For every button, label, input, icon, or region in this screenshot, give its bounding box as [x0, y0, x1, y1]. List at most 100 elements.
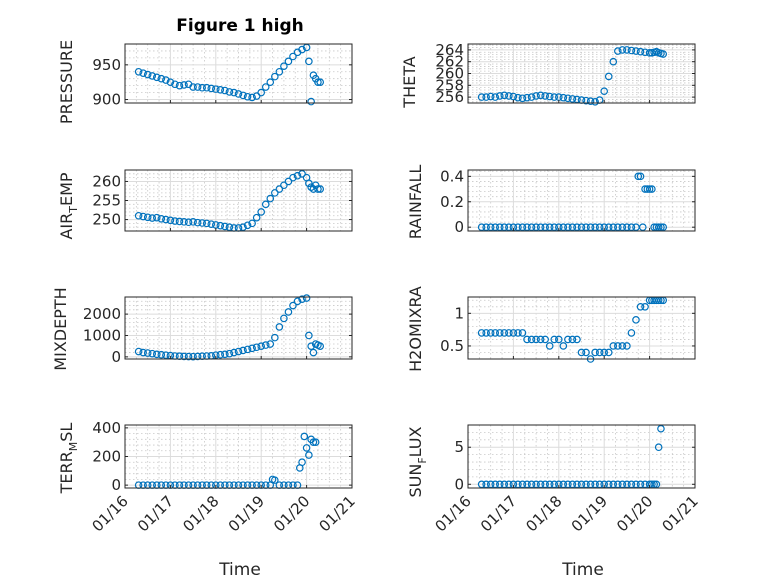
data-point — [495, 92, 504, 100]
series-mixdepth — [134, 294, 325, 361]
data-point — [257, 342, 266, 350]
data-point — [216, 350, 225, 359]
data-point — [239, 223, 247, 231]
data-point — [582, 348, 590, 357]
y-tick-label: 1 — [454, 304, 464, 322]
y-axis-label-air-temp: AIRTEMP — [57, 172, 80, 239]
data-point — [491, 223, 500, 231]
data-point — [636, 47, 645, 56]
y-tick-label: 0 — [111, 348, 121, 366]
data-point — [266, 78, 275, 86]
data-point — [532, 92, 540, 100]
data-point — [152, 73, 161, 82]
data-point — [243, 345, 252, 354]
data-point — [527, 223, 536, 231]
axes-frame — [467, 169, 696, 232]
data-point — [627, 480, 636, 489]
data-point — [568, 335, 577, 344]
data-point — [280, 181, 288, 190]
data-point — [148, 214, 157, 222]
data-point — [307, 183, 315, 191]
data-point — [189, 352, 197, 361]
data-point — [162, 215, 170, 224]
y-tick-label: 0.2 — [440, 193, 464, 211]
data-point — [134, 347, 143, 356]
data-point — [257, 208, 266, 216]
data-point — [550, 335, 559, 344]
data-point — [577, 223, 586, 231]
y-tick-label: 1000 — [83, 326, 121, 344]
y-axis-label-terr-msl: TERRMSL — [57, 423, 80, 495]
data-point — [230, 348, 238, 357]
data-point — [193, 352, 202, 361]
data-point — [550, 93, 559, 101]
data-point — [202, 219, 211, 228]
data-point — [591, 98, 599, 106]
data-point — [577, 348, 586, 357]
data-point — [271, 72, 279, 81]
data-point — [305, 451, 313, 459]
data-point — [573, 335, 581, 344]
data-point — [518, 94, 527, 103]
data-point — [298, 45, 306, 54]
y-tick-label: 2000 — [83, 305, 121, 323]
data-point — [152, 350, 161, 359]
y-axis-label-rainfall: RAINFALL — [406, 165, 425, 240]
data-point — [559, 342, 568, 350]
y-tick-label: 0 — [454, 475, 464, 493]
data-point — [645, 185, 654, 193]
data-point — [311, 438, 320, 446]
data-point — [305, 57, 313, 66]
data-point — [586, 223, 595, 231]
data-point — [627, 46, 636, 55]
data-point — [314, 185, 322, 193]
data-point — [271, 476, 279, 484]
data-point — [486, 223, 495, 231]
data-point — [523, 223, 531, 231]
data-point — [591, 223, 599, 231]
data-point — [261, 83, 270, 91]
data-point — [505, 223, 513, 231]
data-point — [554, 335, 563, 344]
data-point — [495, 329, 504, 337]
data-point — [505, 92, 513, 100]
data-point — [523, 480, 531, 489]
data-point — [545, 92, 554, 101]
data-point — [659, 223, 668, 231]
y-axis-label-theta: THETA — [400, 56, 419, 108]
data-point — [541, 223, 549, 231]
data-point — [193, 83, 202, 91]
data-point — [284, 308, 293, 316]
data-point — [289, 173, 297, 182]
data-point — [652, 480, 661, 489]
data-point — [171, 217, 179, 225]
data-point — [302, 294, 311, 302]
data-point — [600, 348, 609, 357]
data-point — [550, 223, 559, 231]
data-point — [477, 480, 486, 489]
data-point — [477, 223, 486, 231]
data-point — [591, 480, 599, 489]
data-point — [609, 57, 618, 66]
data-point — [518, 329, 527, 337]
data-point — [275, 67, 284, 76]
data-point — [284, 57, 293, 66]
axes-rainfall: RAINFALL 0 0.2 0.4 — [406, 165, 696, 240]
data-point — [636, 172, 645, 181]
data-point — [157, 215, 166, 223]
data-point — [568, 480, 577, 489]
data-point — [514, 223, 522, 231]
axes-frame — [467, 424, 696, 489]
data-point — [216, 86, 225, 94]
data-point — [509, 329, 518, 337]
data-point — [632, 316, 640, 324]
data-point — [618, 223, 627, 231]
data-point — [162, 351, 170, 359]
data-point — [523, 335, 531, 344]
data-point — [514, 93, 522, 102]
data-point — [491, 93, 500, 101]
data-point — [614, 342, 622, 350]
data-point — [595, 480, 604, 489]
data-point — [139, 348, 147, 357]
y-tick-label: 900 — [92, 91, 121, 109]
